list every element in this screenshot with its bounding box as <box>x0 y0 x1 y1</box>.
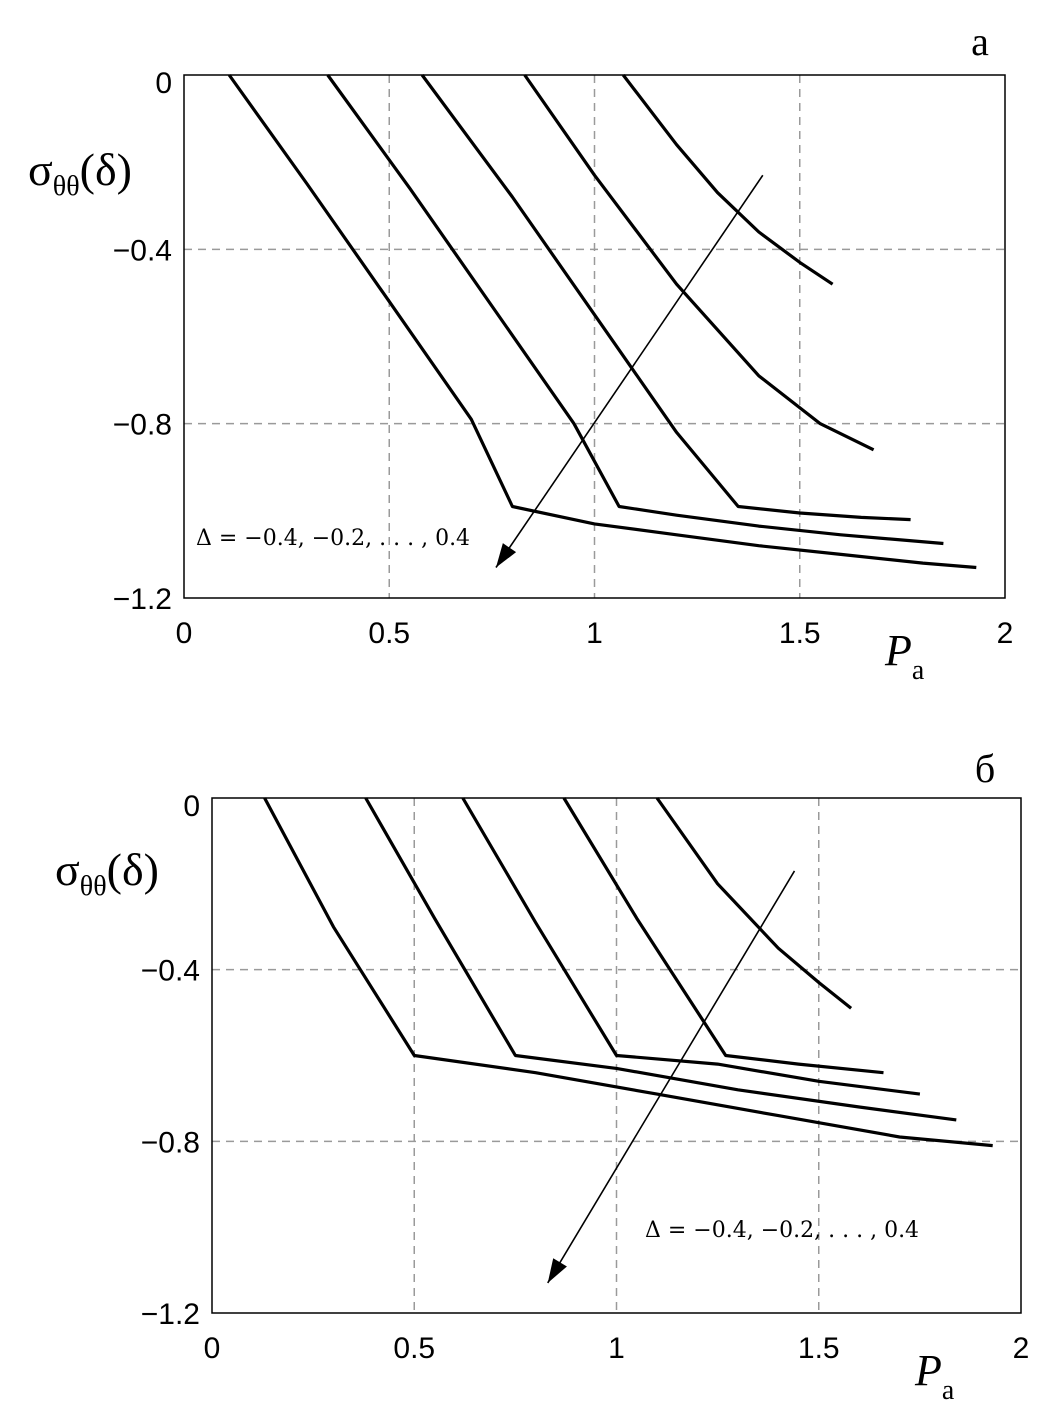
x-axis-label: Pa <box>914 1346 955 1406</box>
x-tick-label: 0.5 <box>368 617 410 650</box>
x-tick-label: 2 <box>997 617 1014 650</box>
delta-annotation: Δ = −0.4, −0.2, . . . , 0.4 <box>645 1218 919 1243</box>
x-axis-label: Pa <box>884 626 925 686</box>
x-tick-label: 2 <box>1013 1332 1030 1365</box>
y-axis-label: σθθ(δ) <box>28 144 132 202</box>
arrowhead <box>547 1258 567 1283</box>
x-tick-label: 0 <box>176 617 193 650</box>
series-line-4 <box>523 74 875 452</box>
y-tick-label: −1.2 <box>113 583 172 616</box>
x-tick-label: 1.5 <box>779 617 821 650</box>
chart-panel-a: 0 0.5 1 1.5 2 0 −0.4 −0.8 −1.2 а σθθ(δ) Pa Δ = −0.4,… <box>28 19 1013 686</box>
series-line-2 <box>364 797 957 1122</box>
x-tick-label: 1 <box>586 617 603 650</box>
plot-frame <box>211 797 1022 1314</box>
series-line-3 <box>420 74 911 522</box>
x-tick-label: 0 <box>204 1332 221 1365</box>
y-tick-label: −1.2 <box>141 1298 200 1331</box>
delta-direction-arrow <box>547 870 796 1284</box>
panel-letter: б <box>975 746 995 791</box>
series-line-3 <box>461 797 921 1096</box>
panel-letter: а <box>971 19 989 64</box>
series-line-4 <box>562 797 884 1075</box>
y-tick-label: −0.4 <box>141 955 200 988</box>
y-tick-label: −0.8 <box>113 409 172 442</box>
delta-direction-arrow <box>495 174 764 568</box>
y-axis-label: σθθ(δ) <box>55 844 159 902</box>
delta-annotation: Δ = −0.4, −0.2, . . . , 0.4 <box>196 526 470 551</box>
x-tick-label: 1.5 <box>798 1332 840 1365</box>
y-tick-label: −0.4 <box>113 234 172 267</box>
series-line-1 <box>263 797 993 1148</box>
y-tick-label: 0 <box>155 67 172 100</box>
y-tick-label: 0 <box>183 790 200 823</box>
chart-panel-b: 0 0.5 1 1.5 2 0 −0.4 −0.8 −1.2 б σθθ(δ) Pa Δ = −0.4,… <box>55 746 1029 1406</box>
series-line-1 <box>227 74 977 570</box>
y-tick-label: −0.8 <box>141 1126 200 1159</box>
plot-frame <box>183 74 1006 599</box>
series-line-5 <box>655 797 853 1010</box>
series-line-2 <box>326 74 944 546</box>
x-tick-label: 1 <box>608 1332 625 1365</box>
arrowhead <box>495 543 517 568</box>
x-tick-label: 0.5 <box>393 1332 435 1365</box>
